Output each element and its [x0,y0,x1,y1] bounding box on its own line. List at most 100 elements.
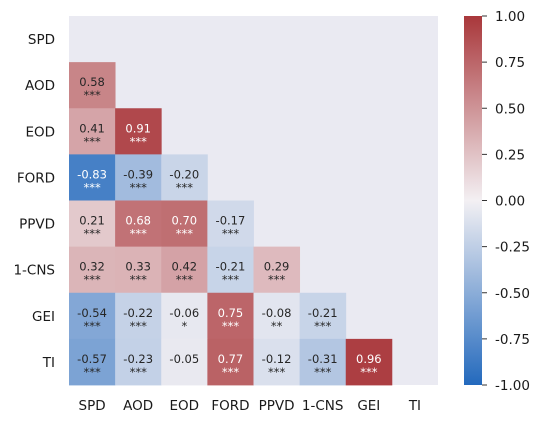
cell-value-label: -0.08 [262,306,292,320]
cell-value-label: -0.17 [216,214,246,228]
y-tick-label: SPD [28,32,55,48]
x-tick-label: 1-CNS [302,398,344,414]
cell-significance-label: *** [176,227,194,241]
colorbar-tick-label: -0.75 [495,332,530,348]
colorbar [464,16,482,385]
colorbar-tick-label: -1.00 [495,378,530,394]
colorbar-tick-label: 1.00 [495,9,525,25]
cell-value-label: -0.12 [262,352,292,366]
heatmap-cell-PPVD-FORD [207,200,254,248]
y-tick-label: FORD [17,170,55,186]
cell-value-label: -0.20 [169,167,199,181]
heatmap-cell-1-CNS-FORD [207,246,254,294]
y-tick-label: GEI [32,309,55,325]
cell-value-label: 0.68 [125,214,151,228]
cell-significance-label: *** [83,273,101,287]
colorbar-tick-label: 0.75 [495,55,525,71]
cell-value-label: -0.21 [216,260,246,274]
cell-significance-label: *** [130,273,148,287]
cell-value-label: 0.91 [125,121,151,135]
heatmap-cell-TI-GEI [345,338,393,386]
cell-significance-label: *** [176,180,194,194]
heatmap-cell-1-CNS-SPD [69,246,116,294]
cell-significance-label: *** [130,227,148,241]
cell-significance-label: *** [130,365,148,379]
heatmap-cell-GEI-EOD [161,292,208,340]
colorbar-tick-label: 0.00 [495,194,525,210]
x-tick-label: PPVD [259,398,295,414]
cell-significance-label: *** [268,365,286,379]
y-tick-label: PPVD [19,217,55,233]
heatmap-cell-GEI-SPD [69,292,116,340]
cell-significance-label: *** [83,227,101,241]
cell-value-label: 0.77 [218,352,244,366]
heatmap-cell-PPVD-AOD [115,200,162,248]
colorbar-tick-label: 0.50 [495,101,525,117]
heatmap-cell-AOD-SPD [69,62,116,109]
cell-value-label: -0.54 [77,306,107,320]
x-tick-label: TI [408,398,421,414]
heatmap-cell-TI-AOD [115,338,162,386]
heatmap-cell-1-CNS-AOD [115,246,162,294]
cell-significance-label: *** [222,227,240,241]
cell-value-label: 0.32 [79,260,105,274]
x-tick-label: SPD [79,398,106,414]
colorbar-tick-label: 0.25 [495,147,525,163]
x-tick-label: EOD [170,398,200,414]
y-tick-label: TI [42,355,55,371]
heatmap-cell-GEI-FORD [207,292,254,340]
x-tick-label: FORD [211,398,249,414]
cell-value-label: -0.57 [77,352,107,366]
cell-significance-label: *** [83,180,101,194]
x-axis-tick-labels: SPD AOD EOD FORD PPVD 1-CNS GEI TI [79,398,422,414]
cell-value-label: 0.75 [218,306,244,320]
y-tick-label: 1-CNS [13,263,55,279]
heatmap-cell-GEI-1-CNS [299,292,347,340]
cell-significance-label: *** [130,134,148,148]
cell-value-label: 0.41 [79,121,105,135]
cell-value-label: -0.05 [169,352,199,366]
heatmap-cell-FORD-SPD [69,154,116,201]
colorbar-tick-label: -0.25 [495,240,530,256]
heatmap-cell-TI-EOD [161,338,208,386]
x-tick-label: GEI [357,398,380,414]
cell-value-label: 0.96 [356,352,382,366]
cell-significance-label: *** [83,134,101,148]
cell-significance-label: *** [314,365,332,379]
x-tick-label: AOD [123,398,153,414]
cell-significance-label: *** [222,273,240,287]
cell-value-label: 0.70 [172,214,198,228]
cell-value-label: -0.23 [123,352,153,366]
heatmap-cell-GEI-PPVD [253,292,301,340]
cell-significance-label: *** [83,88,101,102]
cell-value-label: 0.42 [172,260,198,274]
y-axis-tick-labels: SPD AOD EOD FORD PPVD 1-CNS GEI TI [13,32,55,371]
heatmap-cell-TI-PPVD [253,338,301,386]
heatmap-cell-FORD-AOD [115,154,162,201]
colorbar-tick-label: -0.50 [495,286,530,302]
cell-significance-label: *** [176,273,194,287]
y-tick-label: AOD [25,78,55,94]
cell-value-label: -0.39 [123,167,153,181]
heatmap-cell-TI-FORD [207,338,254,386]
cell-significance-label: *** [314,319,332,333]
heatmap-cell-TI-SPD [69,338,116,386]
cell-value-label: -0.06 [169,306,199,320]
cell-value-label: -0.31 [308,352,338,366]
y-tick-label: EOD [25,124,55,140]
cell-value-label: 0.58 [79,75,105,89]
cell-significance-label: * [181,319,187,333]
heatmap-cell-EOD-AOD [115,108,162,155]
cell-significance-label: *** [130,180,148,194]
cell-significance-label: *** [360,365,378,379]
cell-value-label: 0.29 [264,260,290,274]
cell-significance-label: *** [130,319,148,333]
cell-value-label: -0.21 [308,306,338,320]
cell-significance-label: *** [83,365,101,379]
heatmap-cell-PPVD-SPD [69,200,116,248]
heatmap-cell-GEI-AOD [115,292,162,340]
cell-value-label: -0.22 [123,306,153,320]
cell-significance-label: *** [83,319,101,333]
colorbar-ticks: 1.00 0.75 0.50 0.25 0.00 -0.25 -0.50 -0.75 -1.00 [482,9,530,394]
